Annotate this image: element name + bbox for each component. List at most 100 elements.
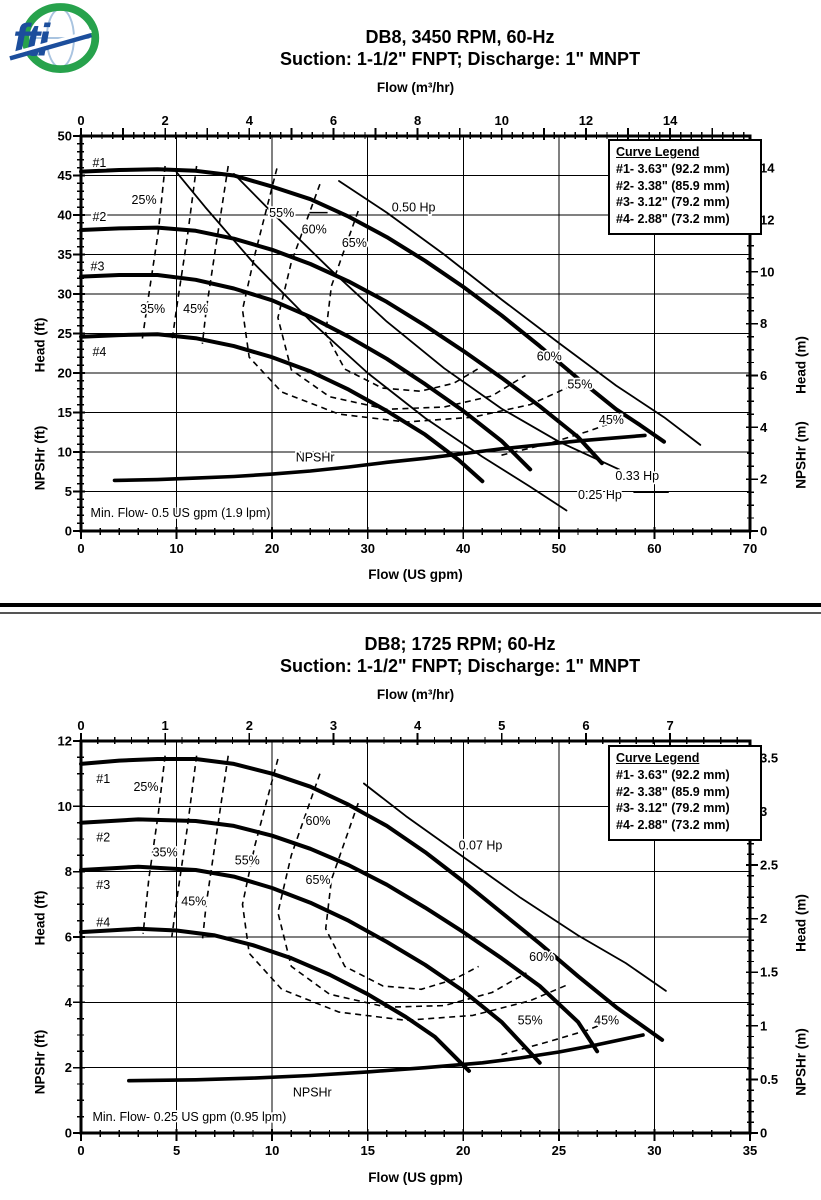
annotation-55: 55% bbox=[235, 853, 260, 867]
series-0-07-hp bbox=[363, 782, 667, 992]
chart2-curve-legend: Curve Legend #1- 3.63" (92.2 mm) #2- 3.38"… bbox=[608, 745, 762, 841]
annotation-npshr: NPSHr bbox=[296, 451, 335, 465]
annotation-25: 25% bbox=[132, 193, 157, 207]
tick-label: 4 bbox=[760, 420, 768, 435]
annotation-60: 60% bbox=[529, 950, 554, 964]
chart1-left-axis-title-head: Head (ft) bbox=[32, 317, 48, 373]
annotation-45: 45% bbox=[183, 302, 208, 316]
tick-label: 0 bbox=[77, 718, 84, 733]
annotation-1: #1 bbox=[92, 156, 106, 170]
tick-label: 45 bbox=[58, 168, 72, 183]
series-2-3-38in-impeller bbox=[79, 225, 604, 466]
annotation-3: #3 bbox=[91, 260, 105, 274]
tick-label: 25 bbox=[58, 326, 72, 341]
chart1-top-axis-title: Flow (m³/hr) bbox=[376, 80, 455, 95]
annotation-2: #2 bbox=[92, 210, 106, 224]
tick-label: 0 bbox=[65, 524, 72, 539]
tick-label: 5 bbox=[173, 1143, 180, 1158]
tick-label: 15 bbox=[58, 405, 72, 420]
annotation-60: 60% bbox=[302, 222, 327, 236]
tick-label: 12 bbox=[760, 212, 774, 227]
tick-label: 12 bbox=[579, 113, 593, 128]
tick-label: 10 bbox=[495, 113, 509, 128]
tick-label: 6 bbox=[760, 368, 767, 383]
tick-label: 10 bbox=[58, 799, 72, 814]
chart2-left-axis-title-npshr: NPSHr (ft) bbox=[32, 1029, 48, 1095]
series-35-efficiency bbox=[171, 755, 198, 938]
chart2-left-axis-title-head: Head (ft) bbox=[32, 890, 48, 946]
series-65-efficiency bbox=[324, 802, 479, 991]
section-divider bbox=[0, 603, 821, 614]
legend-entry-4: #4- 2.88" (73.2 mm) bbox=[616, 818, 730, 832]
tick-label: 10 bbox=[265, 1143, 279, 1158]
tick-label: 0 bbox=[65, 1126, 72, 1141]
series-4-2-88in-impeller bbox=[79, 926, 471, 1073]
annotation-4: #4 bbox=[96, 916, 110, 930]
chart1-right-axis-title-head: Head (m) bbox=[793, 336, 809, 394]
annotation-25: 25% bbox=[133, 780, 158, 794]
annotation-3: #3 bbox=[96, 878, 110, 892]
series-45-efficiency-left bbox=[201, 755, 229, 941]
tick-label: 2 bbox=[162, 113, 169, 128]
tick-label: 4 bbox=[414, 718, 422, 733]
tick-label: 2 bbox=[65, 1060, 72, 1075]
series-npshr bbox=[112, 433, 647, 483]
tick-label: 6 bbox=[65, 930, 72, 945]
tick-label: 30 bbox=[58, 287, 72, 302]
series-35-efficiency bbox=[171, 165, 198, 343]
chart1-title: DB8, 3450 RPM, 60-Hz bbox=[365, 27, 555, 47]
chart2-subtitle: Suction: 1-1/2" FNPT; Discharge: 1" MNPT bbox=[279, 656, 641, 676]
fti-logo: fti bbox=[8, 3, 105, 80]
tick-label: 2 bbox=[760, 911, 767, 926]
tick-label: 3 bbox=[760, 804, 767, 819]
series-3-3-12in-impeller bbox=[79, 273, 533, 472]
tick-label: 70 bbox=[743, 541, 757, 556]
legend-entry-1: #1- 3.63" (92.2 mm) bbox=[616, 161, 730, 176]
chart2-bottom-axis-title: Flow (US gpm) bbox=[368, 1170, 463, 1185]
legend-entry-3: #3- 3.12" (79.2 mm) bbox=[616, 801, 730, 816]
series-0-33-hp bbox=[233, 173, 620, 471]
annotation-60: 60% bbox=[306, 814, 331, 828]
annotation-2: #2 bbox=[96, 831, 110, 845]
tick-label: 10 bbox=[760, 264, 774, 279]
tick-label: 1 bbox=[760, 1018, 767, 1033]
annotation-npshr: NPSHr bbox=[293, 1085, 332, 1099]
tick-label: 12 bbox=[58, 734, 72, 749]
annotation-35: 35% bbox=[140, 302, 165, 316]
tick-label: 40 bbox=[58, 208, 72, 223]
chart1-curve-legend: Curve Legend #1- 3.63" (92.2 mm) #2- 3.38"… bbox=[608, 139, 762, 235]
tick-label: 20 bbox=[58, 366, 72, 381]
tick-label: 1.5 bbox=[760, 965, 778, 980]
tick-label: 25 bbox=[552, 1143, 566, 1158]
chart1-bottom-axis-title: Flow (US gpm) bbox=[368, 567, 463, 582]
tick-label: 4 bbox=[246, 113, 254, 128]
tick-label: 7 bbox=[666, 718, 673, 733]
series-0-50-hp bbox=[338, 180, 702, 446]
annotation-55: 55% bbox=[567, 377, 592, 391]
tick-label: 6 bbox=[330, 113, 337, 128]
tick-label: 1 bbox=[162, 718, 169, 733]
chart2-right-axis-title-npshr: NPSHr (m) bbox=[793, 1028, 809, 1096]
annotation-45: 45% bbox=[599, 413, 624, 427]
series-1-3-63in-impeller bbox=[79, 757, 665, 1042]
tick-label: 0 bbox=[77, 113, 84, 128]
tick-label: 0 bbox=[77, 541, 84, 556]
annotation-60: 60% bbox=[537, 350, 562, 364]
annotation-min-flow-0-25-us-gpm-0-95-lpm: Min. Flow- 0.25 US gpm (0.95 lpm) bbox=[92, 1110, 286, 1124]
chart2-title: DB8; 1725 RPM; 60-Hz bbox=[364, 634, 556, 654]
tick-label: 3 bbox=[330, 718, 337, 733]
annotation-65: 65% bbox=[306, 873, 331, 887]
series-npshr bbox=[127, 1033, 645, 1083]
chart2-top-axis-title: Flow (m³/hr) bbox=[376, 687, 455, 702]
annotation-45: 45% bbox=[594, 1014, 619, 1028]
annotation-45: 45% bbox=[181, 894, 206, 908]
chart1-subtitle: Suction: 1-1/2" FNPT; Discharge: 1" MNPT bbox=[279, 49, 641, 69]
legend-entry-2: #2- 3.38" (85.9 mm) bbox=[616, 784, 730, 799]
annotation-min-flow-0-5-us-gpm-1-9-lpm: Min. Flow- 0.5 US gpm (1.9 lpm) bbox=[91, 506, 271, 520]
series-25-efficiency bbox=[141, 165, 166, 340]
series-1-3-63in-impeller bbox=[79, 167, 666, 444]
tick-label: 30 bbox=[647, 1143, 661, 1158]
chart-svg-1: 0 5 10 15 20 25 30 350 1 2 3 4 5 6 702468101200.511.52… bbox=[58, 718, 779, 1158]
annotation-35: 35% bbox=[153, 845, 178, 859]
